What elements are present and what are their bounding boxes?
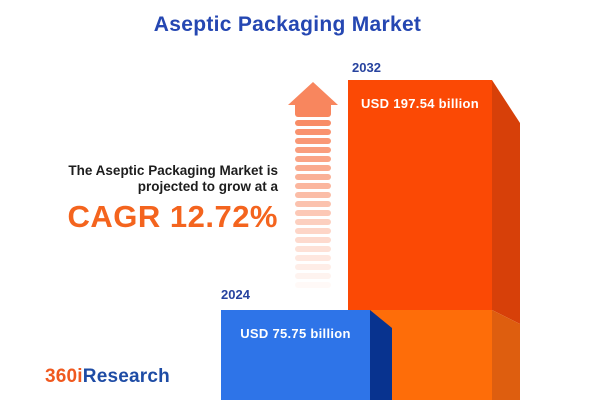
growth-arrow-icon — [288, 82, 338, 291]
bar-2024-side-face — [370, 310, 392, 400]
bar-2032-year-label: 2032 — [352, 60, 381, 75]
bar-2032-side-lower — [492, 310, 520, 400]
arrow-neck — [295, 104, 331, 117]
bar-2024-value-label: USD 75.75 billion — [240, 326, 351, 341]
logo-suffix: Research — [82, 366, 170, 387]
logo-prefix: 360i — [45, 366, 83, 387]
annotation-block: The Aseptic Packaging Market is projecte… — [18, 163, 278, 235]
annotation-line-1: The Aseptic Packaging Market is — [68, 163, 278, 178]
bar-2032-side-upper — [492, 80, 520, 324]
bar-2024-year-label: 2024 — [221, 287, 250, 302]
annotation-line-2: projected to grow at a — [137, 178, 278, 194]
bar-2032-side-face — [492, 80, 520, 400]
growth-arrow-stripes — [295, 120, 331, 288]
bar-2032-value-label: USD 197.54 billion — [360, 96, 480, 111]
bar-2024-front-face — [221, 310, 370, 400]
page-title: Aseptic Packaging Market — [153, 13, 422, 36]
cagr-value: CAGR 12.72% — [67, 199, 278, 234]
arrow-head-icon — [288, 82, 338, 105]
company-logo: 360iResearch — [45, 366, 170, 388]
